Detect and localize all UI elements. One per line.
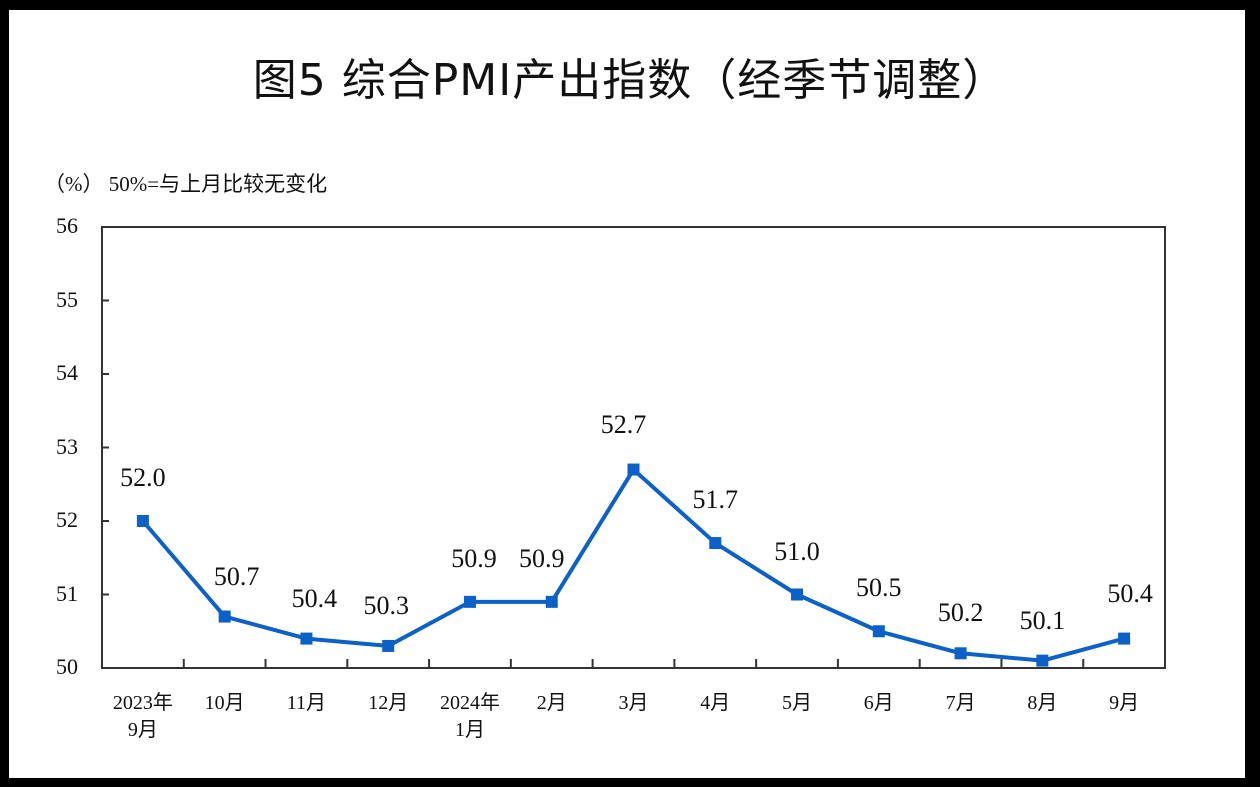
y-tick-label: 52 <box>56 507 78 532</box>
data-value-label: 51.7 <box>692 485 739 515</box>
data-point-marker <box>1036 654 1049 667</box>
x-tick-line1: 8月 <box>1027 692 1058 714</box>
x-tick-line1: 7月 <box>945 692 976 714</box>
x-tick-label: 2024年 1月 <box>425 690 515 744</box>
x-tick-line1: 2023年 <box>112 692 173 714</box>
data-value-label: 52.7 <box>600 409 647 439</box>
unit-note: （%） 50%=与上月比较无变化 <box>44 172 328 196</box>
x-tick-label: 10月 <box>180 690 270 717</box>
data-value-label: 50.9 <box>451 543 497 573</box>
data-point-marker <box>136 515 149 527</box>
data-point-marker <box>791 588 804 601</box>
x-tick-label: 8月 <box>997 690 1087 717</box>
series-line <box>141 467 1125 663</box>
x-tick-label: 9月 <box>1079 690 1169 717</box>
y-tick-label: 53 <box>56 433 78 459</box>
plot-frame <box>101 226 1166 669</box>
x-tick-label: 3月 <box>589 690 679 717</box>
data-value-label: 50.4 <box>291 583 338 613</box>
data-point-marker <box>1118 632 1131 645</box>
x-tick-line1: 12月 <box>368 692 409 714</box>
x-tick-label: 6月 <box>834 690 924 717</box>
data-point-marker <box>218 610 231 623</box>
x-tick-label: 11月 <box>261 690 351 717</box>
data-point-marker <box>627 463 640 476</box>
data-point-marker <box>709 537 722 550</box>
data-value-label: 50.2 <box>937 598 984 628</box>
chart-canvas <box>9 10 1245 778</box>
y-tick-label: 55 <box>56 286 78 312</box>
x-tick-line1: 9月 <box>1109 692 1140 714</box>
x-tick-label: 12月 <box>343 690 433 717</box>
x-tick-label: 4月 <box>670 690 760 717</box>
data-value-label: 50.5 <box>856 573 902 603</box>
x-tick-line1: 5月 <box>782 692 813 714</box>
x-tick-label: 2023年 9月 <box>98 690 188 744</box>
chart-title: 图5 综合PMI产出指数（经季节调整） <box>252 55 1008 106</box>
y-tick-label: 50 <box>56 654 78 679</box>
x-tick-label: 5月 <box>752 690 842 717</box>
data-point-marker <box>300 632 313 645</box>
data-value-label: 50.1 <box>1019 605 1066 635</box>
x-tick-line1: 2月 <box>536 692 567 714</box>
x-tick-line1: 6月 <box>863 692 894 714</box>
x-tick-line2: 9月 <box>127 719 158 741</box>
data-point-marker <box>545 595 558 608</box>
data-point-marker <box>463 595 476 608</box>
data-value-label: 51.0 <box>774 536 820 566</box>
y-tick-label: 51 <box>56 580 78 606</box>
x-tick-label: 7月 <box>916 690 1006 717</box>
x-tick-line1: 11月 <box>286 692 327 714</box>
data-value-label: 50.9 <box>518 543 565 573</box>
data-value-label: 50.3 <box>363 590 409 620</box>
data-value-label: 52.0 <box>120 463 166 492</box>
y-tick-label: 56 <box>56 213 78 238</box>
data-value-label: 50.7 <box>213 561 260 591</box>
data-point-marker <box>382 639 395 652</box>
x-tick-line1: 2024年 <box>439 692 500 714</box>
x-tick-line1: 3月 <box>618 692 649 714</box>
x-tick-line1: 10月 <box>204 692 245 714</box>
data-point-marker <box>954 647 967 660</box>
y-tick-label: 54 <box>56 360 78 385</box>
data-point-marker <box>872 625 885 638</box>
x-tick-line1: 4月 <box>700 692 731 714</box>
data-value-label: 50.4 <box>1107 578 1153 608</box>
x-tick-line2: 1月 <box>454 719 485 741</box>
x-tick-label: 2月 <box>507 690 597 717</box>
